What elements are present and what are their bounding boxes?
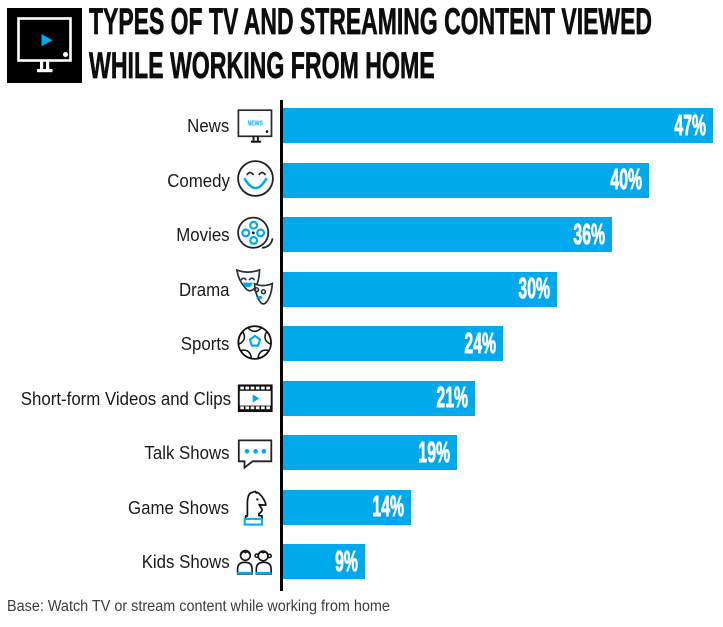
- svg-text:NEWS: NEWS: [248, 118, 264, 127]
